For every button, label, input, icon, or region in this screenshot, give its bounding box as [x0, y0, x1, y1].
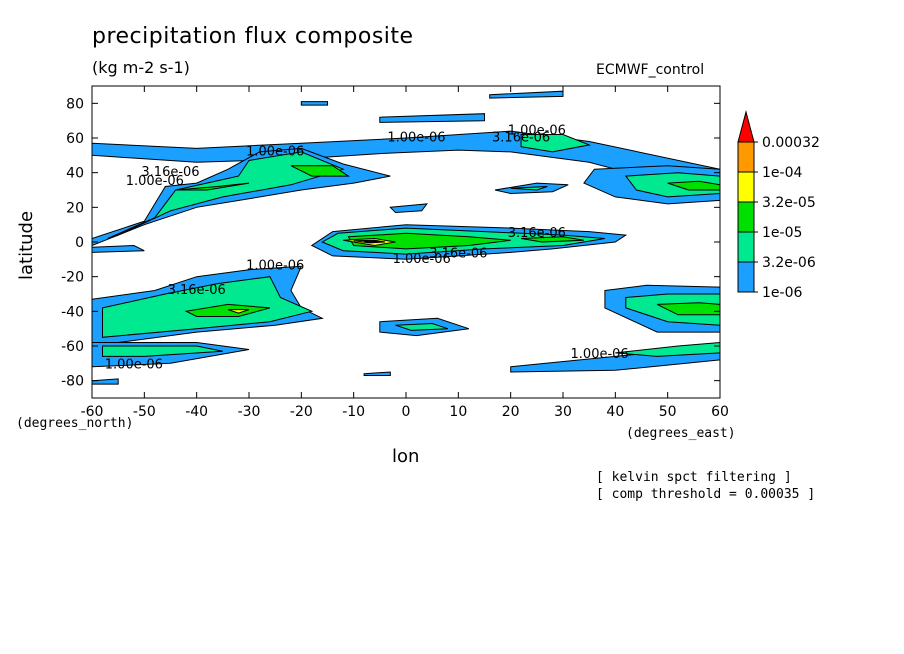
- contour-label: 3.16e-06: [492, 130, 550, 145]
- x-tick-label: -10: [342, 404, 365, 420]
- y-tick-label: -60: [61, 339, 84, 355]
- contour-region: [389, 203, 428, 214]
- x-tick-label: 40: [606, 404, 624, 420]
- contour-label: 3.16e-06: [141, 165, 199, 180]
- contour-label: 1.00e-06: [246, 259, 304, 274]
- y-tick-label: 0: [75, 235, 84, 251]
- contour-label: 1.00e-06: [508, 124, 566, 139]
- contour-fills: [92, 90, 720, 385]
- x-axis-label: lon: [392, 446, 420, 467]
- x-tick-label: -60: [81, 404, 104, 420]
- x-tick-label: 60: [711, 404, 729, 420]
- x-axis: -60 -50 -40 -30 -20 -10 0 10 20 30 40 50 60: [81, 86, 729, 420]
- contour-region: [107, 151, 345, 239]
- contour-region: [489, 90, 564, 99]
- contour-region: [102, 345, 223, 357]
- threshold-note: [ comp threshold = 0.00035 ]: [596, 487, 816, 502]
- legend-swatch: [737, 110, 755, 143]
- contour-region: [510, 186, 548, 191]
- contour-region: [92, 378, 119, 385]
- contour-region: [92, 244, 145, 253]
- chart-title: precipitation flux composite: [92, 24, 414, 49]
- y-tick-label: -20: [61, 270, 84, 286]
- legend-label: 1e-05: [762, 225, 802, 241]
- y-tick-label: -80: [61, 374, 84, 390]
- x-tick-label: 30: [554, 404, 572, 420]
- legend-label: 3.2e-06: [762, 255, 816, 271]
- x-tick-label: 0: [402, 404, 411, 420]
- x-tick-label: 50: [659, 404, 677, 420]
- legend-label: 1e-04: [762, 165, 802, 181]
- chart-units: (kg m-2 s-1): [92, 58, 190, 77]
- contour-region: [300, 101, 328, 106]
- contour-region: [395, 322, 449, 331]
- legend-swatch: [737, 171, 755, 203]
- y-tick-label: -40: [61, 304, 84, 320]
- contour-region: [227, 309, 250, 314]
- contour-region: [175, 182, 250, 191]
- legend-label: 3.2e-05: [762, 195, 816, 211]
- contour-region: [347, 232, 511, 250]
- legend-swatch: [737, 231, 755, 263]
- contour-region: [184, 303, 271, 317]
- contour-region: [520, 134, 591, 153]
- x-axis-unit: (degrees_east): [626, 426, 736, 441]
- contour-label: 3.16e-06: [429, 247, 487, 262]
- color-legend: 0.00032 1e-04 3.2e-05 1e-05 3.2e-06 1e-06: [737, 110, 820, 301]
- contour-label: 3.16e-06: [168, 283, 226, 298]
- y-axis-unit: (degrees_north): [16, 416, 134, 431]
- y-tick-label: 80: [66, 96, 84, 112]
- contour-region: [656, 302, 720, 316]
- y-tick-label: 40: [66, 166, 84, 182]
- contour-label: 1.00e-06: [246, 144, 304, 159]
- contour-region: [521, 236, 584, 243]
- legend-label: 0.00032: [762, 135, 820, 151]
- model-name: ECMWF_control: [596, 62, 705, 78]
- legend-swatch: [737, 201, 755, 233]
- contour-label: 1.00e-06: [387, 130, 445, 145]
- contour-labels: 1.00e-06 1.00e-063.16e-061.00e-063.16e-06…: [105, 124, 629, 373]
- y-axis: 80 60 40 20 0 -20 -40 -60 -80: [61, 96, 720, 390]
- contour-label: 3.16e-06: [508, 226, 566, 241]
- y-tick-label: 60: [66, 131, 84, 147]
- x-tick-label: 10: [449, 404, 467, 420]
- y-tick-label: 20: [66, 200, 84, 216]
- x-tick-label: -30: [238, 404, 261, 420]
- contour-region: [667, 180, 720, 191]
- legend-swatch: [737, 261, 755, 293]
- legend-swatch: [737, 141, 755, 173]
- x-tick-label: -50: [133, 404, 156, 420]
- contour-label: 1.00e-06: [105, 358, 163, 373]
- filter-note: [ kelvin spct filtering ]: [596, 470, 792, 485]
- contour-region: [379, 113, 485, 123]
- contour-region: [363, 371, 391, 376]
- contour-region: [363, 240, 380, 244]
- contour-region: [102, 276, 314, 338]
- contour-label: 1.00e-06: [393, 252, 451, 267]
- contour-region: [290, 165, 351, 177]
- contour-label: 1.00e-06: [126, 174, 184, 189]
- contour-region: [615, 341, 720, 357]
- x-tick-label: -40: [185, 404, 208, 420]
- x-tick-label: 20: [502, 404, 520, 420]
- y-axis-label: latitude: [16, 210, 37, 280]
- contour-label: 1.00e-06: [571, 347, 629, 362]
- x-tick-label: -20: [290, 404, 313, 420]
- legend-label: 1e-06: [762, 285, 802, 301]
